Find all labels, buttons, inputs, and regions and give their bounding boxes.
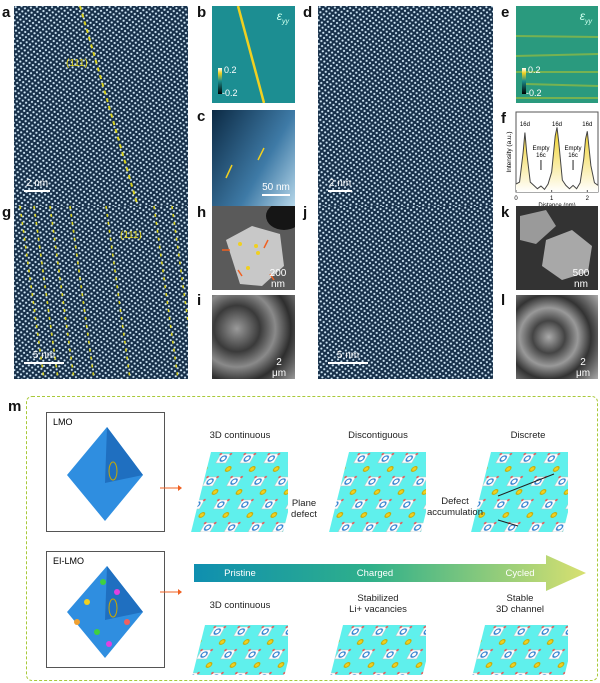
x-tick-label: 2 bbox=[586, 196, 590, 202]
scale-bar: 5 nm bbox=[328, 350, 368, 364]
colorbar-max: 0.2 bbox=[528, 65, 541, 75]
scale-bar: 50 nm bbox=[262, 182, 290, 196]
scale-bar: 2 μm bbox=[572, 357, 594, 379]
colorbar-max: 0.2 bbox=[224, 65, 237, 75]
lattice-ei-lmo-cycled bbox=[472, 625, 568, 675]
panel-l-sem-image: 2 μm bbox=[516, 295, 598, 379]
stage-pristine: Pristine bbox=[224, 568, 256, 579]
panel-c-stem-image: 50 nm bbox=[212, 110, 295, 207]
title-stabilized-vacancies: Stabilized Li+ vacancies bbox=[349, 593, 407, 615]
annotation-empty-16c: Empty bbox=[532, 146, 549, 152]
title-discrete: Discrete bbox=[510, 430, 546, 441]
lattice-lmo-cycled bbox=[471, 452, 568, 532]
panel-a-hrtem-image: (111) 2 nm bbox=[14, 6, 188, 207]
x-tick-label: 1 bbox=[550, 196, 554, 202]
panel-label-k: k bbox=[501, 204, 510, 221]
panel-label-g: g bbox=[2, 204, 12, 221]
panel-k-sem-image: 500 nm bbox=[516, 206, 598, 290]
panel-f-intensity-profile: 0 1 2 Distance (nm) Intensity (a.u.) 16d Empty… bbox=[506, 111, 599, 208]
annotation-16d: 16d bbox=[552, 122, 562, 128]
title-discontiguous: Discontiguous bbox=[348, 430, 408, 441]
panel-label-b: b bbox=[197, 4, 207, 21]
panel-label-m: m bbox=[8, 398, 22, 415]
colorbar bbox=[522, 68, 526, 94]
scale-bar: 5 nm bbox=[24, 350, 64, 364]
panel-label-l: l bbox=[501, 292, 506, 309]
panel-e-strain-map: εyy 0.2 -0.2 bbox=[516, 6, 598, 103]
panel-label-h: h bbox=[197, 204, 207, 221]
scale-bar: 2 nm bbox=[328, 178, 352, 192]
lattice-lmo-charged bbox=[329, 452, 426, 532]
panel-label-d: d bbox=[303, 4, 313, 21]
strain-label: εyy bbox=[276, 9, 289, 26]
lattice-ei-lmo-pristine bbox=[192, 625, 288, 675]
x-axis-label: Distance (nm) bbox=[538, 203, 575, 208]
x-tick-label: 0 bbox=[514, 196, 518, 202]
colorbar bbox=[218, 68, 222, 94]
boundary-line bbox=[79, 6, 139, 207]
panel-label-f: f bbox=[501, 110, 506, 127]
colorbar-min: -0.2 bbox=[222, 88, 238, 98]
annotation-16d: 16d bbox=[520, 122, 530, 128]
panel-label-a: a bbox=[2, 4, 11, 21]
strain-label: εyy bbox=[579, 9, 592, 26]
stage-cycled: Cycled bbox=[505, 568, 535, 579]
annotation-empty-16c: Empty bbox=[565, 146, 582, 152]
panel-i-sem-image: 2 μm bbox=[212, 295, 295, 379]
panel-label-e: e bbox=[501, 4, 510, 21]
title-stable-channel: Stable 3D channel bbox=[495, 593, 545, 615]
schematic-frame bbox=[26, 396, 598, 681]
annotation-empty-16c-site: 16c bbox=[568, 153, 578, 159]
y-axis-label: Intensity (a.u.) bbox=[506, 131, 513, 172]
zoom-arrows bbox=[160, 485, 182, 595]
scale-bar: 2 nm bbox=[24, 178, 50, 192]
panel-label-c: c bbox=[197, 108, 206, 125]
colorbar-min: -0.2 bbox=[526, 88, 542, 98]
annotation-empty-16c-site: 16c bbox=[536, 153, 546, 159]
ei-lmo-particle-box: EI-LMO bbox=[46, 551, 165, 668]
panel-h-stem-image: 200 nm bbox=[212, 206, 295, 290]
scale-bar: 500 nm bbox=[568, 268, 594, 290]
panel-label-j: j bbox=[303, 204, 308, 221]
title-ei-3d-continuous: 3D continuous bbox=[209, 600, 271, 611]
title-3d-continuous: 3D continuous bbox=[209, 430, 271, 441]
stage-arrow bbox=[194, 555, 586, 591]
intensity-profile-line bbox=[515, 127, 599, 191]
panel-g-hrtem-image: (111) 5 nm bbox=[14, 206, 188, 379]
panel-j-hrtem-image: 5 nm bbox=[318, 206, 493, 379]
lattice-ei-lmo-charged bbox=[330, 625, 426, 675]
plane-annotation: (111) bbox=[120, 230, 142, 241]
panel-b-strain-map: εyy 0.2 -0.2 bbox=[212, 6, 295, 103]
lmo-label: LMO bbox=[53, 417, 73, 427]
annotation-16d: 16d bbox=[582, 122, 592, 128]
panel-label-i: i bbox=[197, 292, 202, 309]
plane-defect-label: Plane defect bbox=[291, 498, 317, 520]
plane-annotation: (111) bbox=[66, 58, 88, 69]
scale-bar: 200 nm bbox=[264, 268, 292, 290]
stage-charged: Charged bbox=[356, 568, 394, 579]
panel-d-hrtem-image: 2 nm bbox=[318, 6, 493, 207]
lattice-lmo-pristine bbox=[191, 452, 288, 532]
lmo-particle-box: LMO bbox=[46, 412, 165, 532]
profile-fill bbox=[516, 127, 598, 192]
ei-lmo-label: EI-LMO bbox=[53, 556, 85, 566]
scale-bar: 2 μm bbox=[268, 357, 290, 379]
defect-accumulation-label: Defect accumulation bbox=[427, 496, 483, 518]
